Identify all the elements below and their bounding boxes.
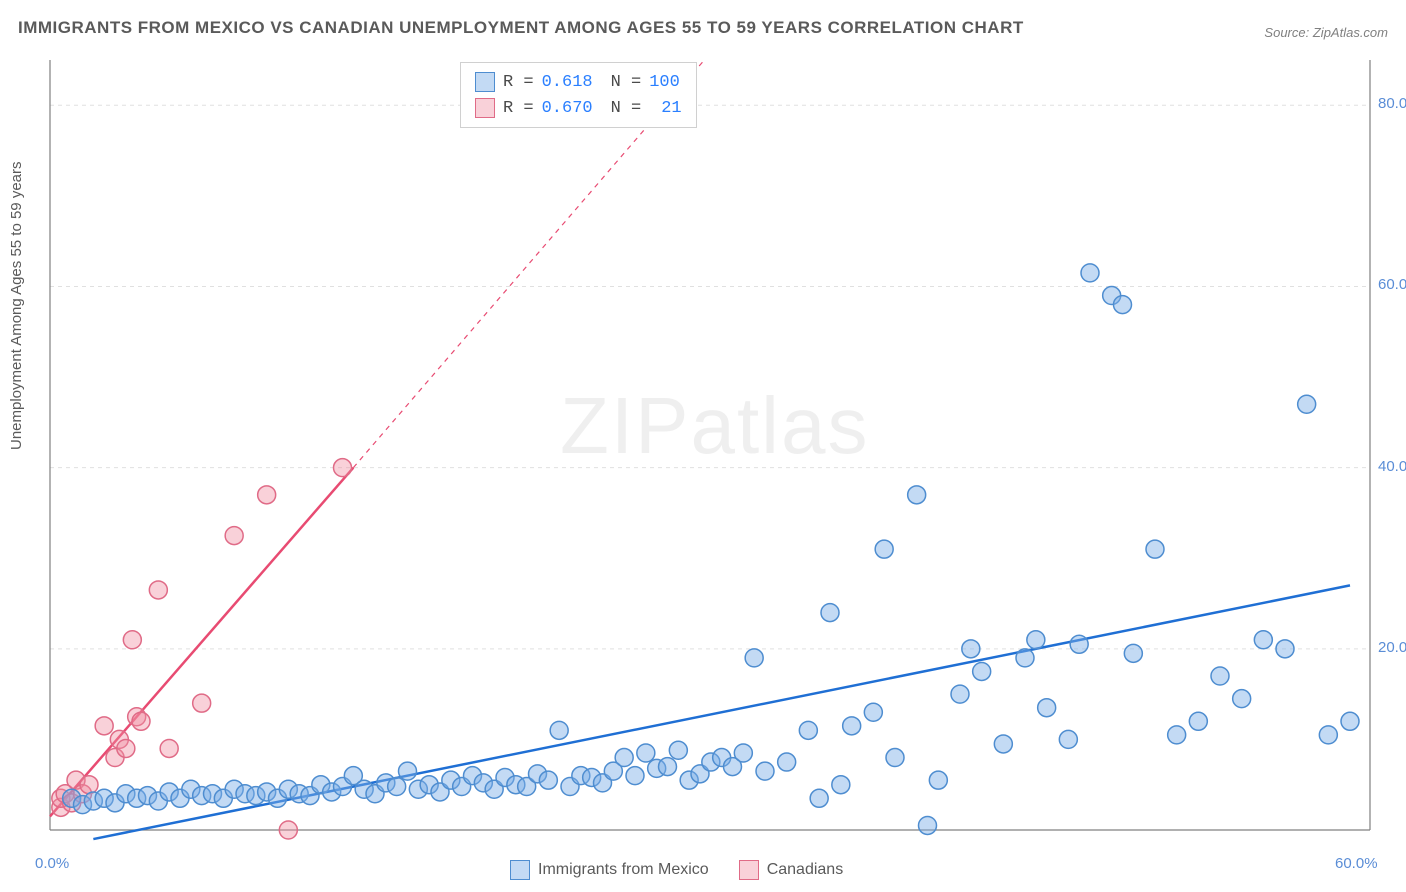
legend-swatch-blue bbox=[475, 72, 495, 92]
legend-swatch-blue bbox=[510, 860, 530, 880]
legend-label-canadians: Canadians bbox=[767, 861, 844, 879]
y-tick-label: 20.0% bbox=[1378, 639, 1406, 656]
legend-n-label: N = bbox=[611, 73, 642, 92]
series-legend: Immigrants from Mexico Canadians bbox=[510, 860, 843, 880]
legend-item-canadians: Canadians bbox=[739, 860, 844, 880]
correlation-chart-container: IMMIGRANTS FROM MEXICO VS CANADIAN UNEMP… bbox=[0, 0, 1406, 892]
legend-r-label: R = bbox=[503, 73, 534, 92]
legend-r-value-0: 0.618 bbox=[542, 73, 593, 92]
legend-row-mexico: R = 0.618 N = 100 bbox=[475, 69, 682, 95]
legend-item-mexico: Immigrants from Mexico bbox=[510, 860, 709, 880]
y-tick-label: 60.0% bbox=[1378, 276, 1406, 293]
legend-n-value-1: 21 bbox=[661, 99, 681, 118]
x-tick-label: 60.0% bbox=[1335, 855, 1378, 872]
legend-n-value-0: 100 bbox=[649, 73, 680, 92]
legend-r-value-1: 0.670 bbox=[542, 99, 593, 118]
legend-swatch-pink bbox=[475, 98, 495, 118]
legend-row-canadians: R = 0.670 N = 21 bbox=[475, 95, 682, 121]
correlation-legend: R = 0.618 N = 100 R = 0.670 N = 21 bbox=[460, 62, 697, 128]
y-tick-label: 40.0% bbox=[1378, 458, 1406, 475]
legend-label-mexico: Immigrants from Mexico bbox=[538, 861, 709, 879]
chart-svg bbox=[0, 0, 1406, 892]
legend-n-label: N = bbox=[611, 99, 642, 118]
x-tick-label: 0.0% bbox=[35, 855, 69, 872]
legend-swatch-pink bbox=[739, 860, 759, 880]
y-tick-label: 80.0% bbox=[1378, 95, 1406, 112]
legend-r-label: R = bbox=[503, 99, 534, 118]
